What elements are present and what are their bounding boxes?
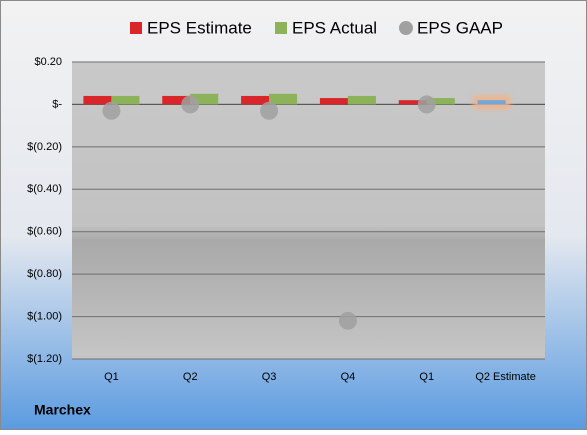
legend-label: EPS Actual xyxy=(292,18,377,37)
bar xyxy=(269,93,298,105)
y-tick-label: $(1.20) xyxy=(27,353,62,365)
x-tick-label: Q1 xyxy=(419,371,434,383)
bar xyxy=(241,95,270,105)
y-tick-label: $(0.20) xyxy=(27,141,62,153)
y-tick-label: $(0.80) xyxy=(27,268,62,280)
bar xyxy=(319,98,348,105)
bar xyxy=(190,93,219,105)
x-tick-label: Q2 Estimate xyxy=(475,371,536,383)
gaap-marker xyxy=(338,311,357,330)
footer-title: Marchex xyxy=(34,402,91,418)
legend-swatch xyxy=(275,22,287,34)
bar xyxy=(162,95,191,105)
x-tick-label: Q3 xyxy=(262,371,277,383)
bar xyxy=(111,95,140,105)
x-tick-label: Q1 xyxy=(104,371,119,383)
legend-label: EPS GAAP xyxy=(417,18,503,37)
plot-area xyxy=(72,62,545,359)
x-tick-label: Q4 xyxy=(341,371,356,383)
x-tick-label: Q2 xyxy=(183,371,198,383)
gaap-marker xyxy=(260,101,279,120)
y-tick-label: $(1.00) xyxy=(27,310,62,322)
bar xyxy=(477,100,506,105)
y-tick-label: $0.20 xyxy=(34,56,62,68)
legend-swatch xyxy=(399,21,413,35)
gaap-marker xyxy=(417,95,436,114)
y-tick-label: $(0.40) xyxy=(27,183,62,195)
y-tick-label: $(0.60) xyxy=(27,226,62,238)
y-tick-label: $- xyxy=(52,98,62,110)
gaap-marker xyxy=(181,95,200,114)
bar xyxy=(347,95,376,105)
bar xyxy=(398,100,427,105)
bar xyxy=(83,95,112,105)
bar xyxy=(426,98,455,105)
legend-swatch xyxy=(130,22,142,34)
gaap-marker xyxy=(102,101,121,120)
legend-label: EPS Estimate xyxy=(147,18,252,37)
